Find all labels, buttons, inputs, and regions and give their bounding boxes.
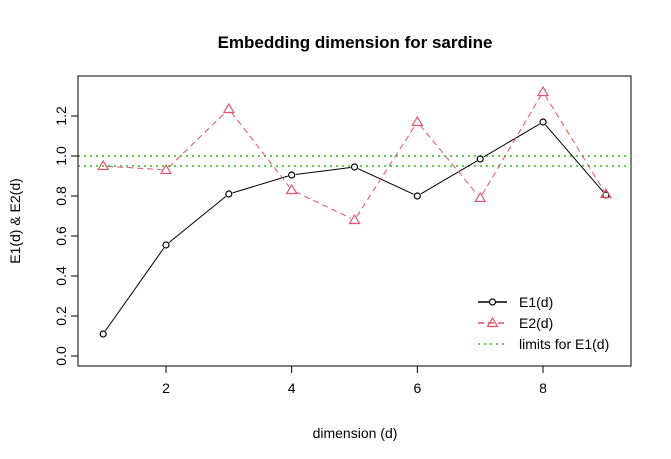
y-tick-label: 0.0 [53, 346, 69, 366]
y-axis: 0.0 0.2 0.4 0.6 0.8 1.0 1.2 [53, 106, 79, 366]
y-tick-label: 0.4 [53, 266, 69, 286]
legend: E1(d) E2(d) limits for E1(d) [478, 294, 609, 352]
data-point [476, 155, 484, 163]
y-tick-label: 0.2 [53, 306, 69, 326]
series-segment [544, 95, 605, 191]
data-point [350, 163, 359, 171]
x-axis-label: dimension (d) [313, 425, 398, 441]
series-segment [357, 168, 414, 195]
series-segment [295, 167, 351, 175]
y-tick-label: 1.0 [53, 146, 69, 166]
series-2 [97, 85, 612, 225]
y-tick-label: 0.8 [53, 186, 69, 206]
series-segment [419, 124, 479, 196]
data-point [599, 187, 612, 199]
x-tick-label: 8 [539, 380, 547, 396]
legend-item: E1(d) [478, 294, 553, 310]
x-tick-label: 4 [288, 380, 296, 396]
legend-marker [486, 316, 499, 328]
data-point [411, 115, 424, 127]
series-segment [481, 95, 542, 195]
series-segment [230, 111, 290, 188]
chart-title: Embedding dimension for sardine [218, 33, 493, 52]
series-segment [105, 247, 165, 332]
legend-label: E2(d) [519, 315, 553, 331]
x-tick-label: 6 [413, 380, 421, 396]
series-segment [168, 111, 227, 168]
y-tick-label: 0.6 [53, 226, 69, 246]
series-segment [107, 165, 163, 171]
series-segment [232, 175, 288, 194]
series-layer [97, 85, 612, 338]
data-point [413, 192, 421, 200]
data-point [285, 183, 298, 195]
data-point [348, 213, 361, 225]
series-segment [168, 196, 227, 243]
y-axis-label: E1(d) & E2(d) [7, 178, 23, 264]
series-segment [295, 191, 352, 219]
data-point [539, 118, 547, 126]
series-1 [99, 118, 610, 338]
legend-item: limits for E1(d) [478, 336, 609, 352]
series-segment [420, 160, 477, 195]
legend-label: E1(d) [519, 294, 553, 310]
x-tick-label: 2 [162, 380, 170, 396]
legend-item: E2(d) [478, 315, 553, 331]
series-segment [356, 125, 416, 217]
data-point [474, 191, 487, 203]
data-point [162, 241, 170, 249]
data-point [536, 85, 550, 97]
legend-marker [488, 298, 497, 306]
legend-label: limits for E1(d) [519, 336, 609, 352]
data-point [99, 330, 107, 338]
y-tick-label: 1.2 [53, 106, 69, 126]
data-point [159, 163, 173, 175]
series-segment [545, 124, 604, 193]
data-point [225, 190, 233, 198]
series-segment [483, 123, 540, 158]
data-point [288, 171, 296, 179]
x-axis: 2 4 6 8 [162, 365, 547, 396]
data-point [222, 102, 235, 114]
data-point [97, 159, 110, 171]
